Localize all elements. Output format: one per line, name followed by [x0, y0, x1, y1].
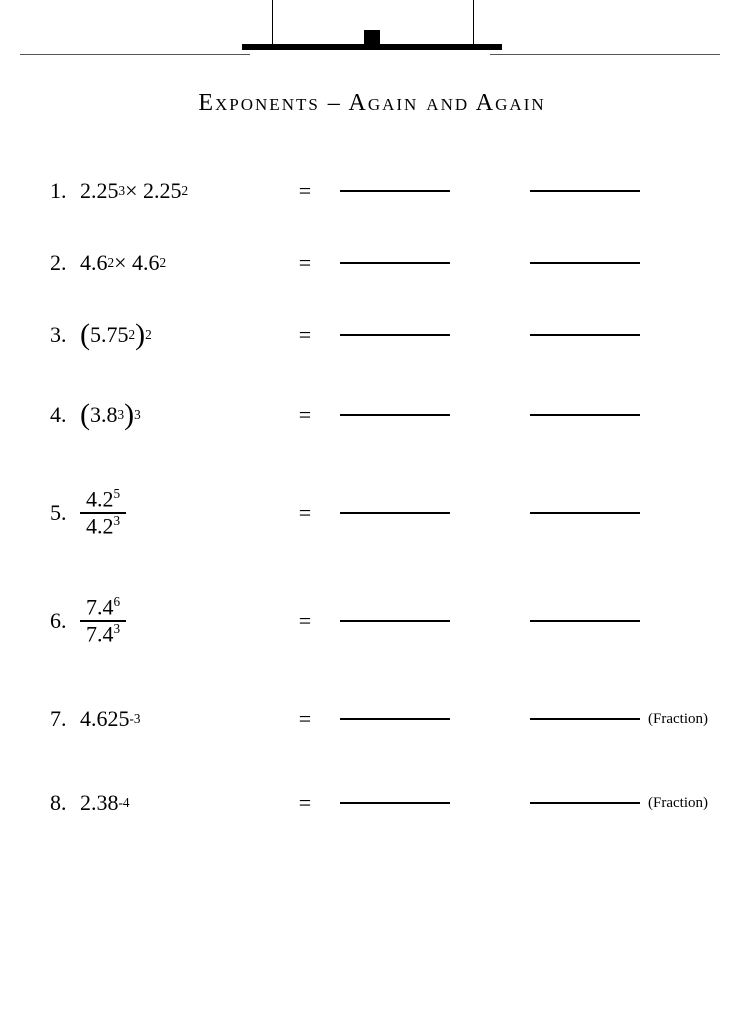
- problem-number: 3.: [50, 322, 80, 348]
- problem-list: 1.2.253 × 2.252=2.4.62 × 4.62=3.(5.752)2…: [50, 155, 710, 843]
- answer-blank-1[interactable]: [340, 620, 450, 622]
- problem-expression: 2.38-4: [80, 790, 290, 816]
- answer-blank-2[interactable]: [530, 190, 640, 192]
- answer-blank-1[interactable]: [340, 262, 450, 264]
- problem-row: 1.2.253 × 2.252=: [50, 155, 710, 227]
- problem-expression: 4.625-3: [80, 706, 290, 732]
- answer-blank-1[interactable]: [340, 334, 450, 336]
- problem-row: 3.(5.752)2=: [50, 299, 710, 371]
- problem-number: 2.: [50, 250, 80, 276]
- equals-sign: =: [290, 322, 320, 348]
- problem-row: 4.(3.83)3=: [50, 371, 710, 459]
- problem-number: 6.: [50, 608, 80, 634]
- answer-blank-1[interactable]: [340, 718, 450, 720]
- answer-blank-2[interactable]: [530, 262, 640, 264]
- answer-note: (Fraction): [648, 795, 708, 812]
- equals-sign: =: [290, 706, 320, 732]
- equals-sign: =: [290, 178, 320, 204]
- problem-row: 7.4.625-3= (Fraction): [50, 675, 710, 763]
- problem-row: 8.2.38-4= (Fraction): [50, 763, 710, 843]
- answer-blank-2[interactable]: [530, 718, 640, 720]
- problem-expression: (5.752)2: [80, 318, 290, 352]
- equals-sign: =: [290, 608, 320, 634]
- answer-blank-1[interactable]: [340, 802, 450, 804]
- equals-sign: =: [290, 500, 320, 526]
- equals-sign: =: [290, 402, 320, 428]
- problem-number: 1.: [50, 178, 80, 204]
- answer-blank-1[interactable]: [340, 512, 450, 514]
- answer-blank-2[interactable]: [530, 620, 640, 622]
- problem-number: 5.: [50, 500, 80, 526]
- worksheet-title: Exponents – Again and Again: [0, 90, 744, 117]
- problem-expression: 4.62 × 4.62: [80, 250, 290, 276]
- equals-sign: =: [290, 790, 320, 816]
- scan-line-right: [490, 54, 720, 55]
- problem-number: 7.: [50, 706, 80, 732]
- problem-row: 2.4.62 × 4.62=: [50, 227, 710, 299]
- answer-note: (Fraction): [648, 711, 708, 728]
- problem-row: 6.7.467.43=: [50, 567, 710, 675]
- answer-blank-1[interactable]: [340, 414, 450, 416]
- clipboard-clip: [272, 0, 472, 60]
- problem-number: 8.: [50, 790, 80, 816]
- answer-blank-2[interactable]: [530, 334, 640, 336]
- problem-expression: 4.254.23: [80, 487, 290, 538]
- problem-number: 4.: [50, 402, 80, 428]
- answer-blank-2[interactable]: [530, 802, 640, 804]
- problem-expression: (3.83)3: [80, 398, 290, 432]
- answer-blank-2[interactable]: [530, 414, 640, 416]
- answer-blank-2[interactable]: [530, 512, 640, 514]
- answer-blank-1[interactable]: [340, 190, 450, 192]
- scan-line-left: [20, 54, 250, 55]
- problem-expression: 2.253 × 2.252: [80, 178, 290, 204]
- equals-sign: =: [290, 250, 320, 276]
- problem-expression: 7.467.43: [80, 595, 290, 646]
- problem-row: 5.4.254.23=: [50, 459, 710, 567]
